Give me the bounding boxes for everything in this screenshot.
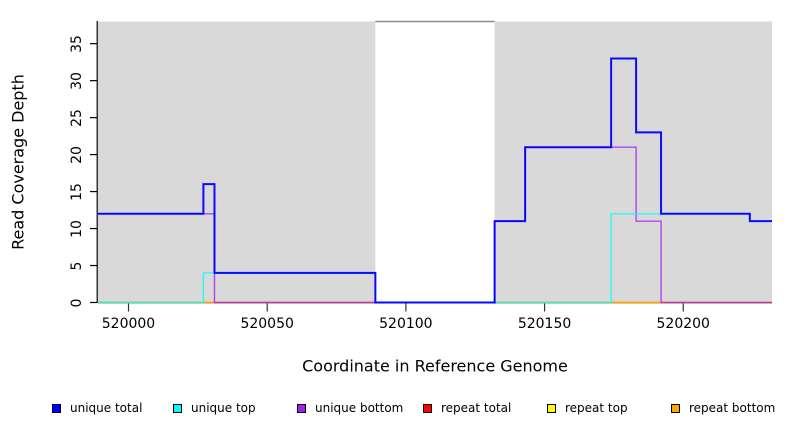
legend-item-unique-top: unique top — [173, 400, 256, 416]
y-tick-label: 0 — [69, 298, 85, 307]
legend-item-repeat-top: repeat top — [547, 400, 628, 416]
legend-label: repeat top — [565, 401, 628, 415]
legend-swatch-repeat-total-icon — [423, 403, 432, 413]
y-axis-title: Read Coverage Depth — [8, 74, 28, 250]
legend-swatch-repeat-top-icon — [547, 403, 556, 413]
legend-label: unique total — [70, 401, 143, 415]
legend-item-repeat-total: repeat total — [423, 400, 511, 416]
x-tick-label: 520100 — [379, 316, 433, 332]
legend-swatch-unique-total-icon — [52, 403, 61, 413]
y-tick-label: 10 — [69, 219, 85, 238]
x-tick-label: 520200 — [656, 316, 710, 332]
legend-swatch-unique-bottom-icon — [297, 403, 306, 413]
legend-swatch-repeat-bottom-icon — [671, 403, 680, 413]
legend-swatch-unique-top-icon — [173, 403, 182, 413]
legend-label: unique top — [191, 401, 256, 415]
y-tick-label: 5 — [69, 261, 85, 270]
x-tick-label: 520000 — [101, 316, 156, 332]
x-tick-label: 520150 — [517, 316, 572, 332]
legend-item-unique-total: unique total — [52, 400, 142, 416]
y-tick-label: 15 — [69, 182, 85, 201]
legend-label: unique bottom — [315, 401, 404, 415]
y-tick-label: 20 — [69, 145, 85, 164]
legend-item-unique-bottom: unique bottom — [297, 400, 403, 416]
x-tick-label: 520050 — [240, 316, 294, 332]
y-tick-label: 30 — [69, 71, 85, 90]
series-unique-total-line — [98, 57, 772, 304]
legend: unique total unique top unique bottom re… — [0, 400, 792, 420]
legend-item-repeat-bottom: repeat bottom — [671, 400, 775, 416]
legend-label: repeat total — [441, 401, 512, 415]
legend-label: repeat bottom — [689, 401, 776, 415]
x-axis-title: Coordinate in Reference Genome — [302, 356, 568, 376]
y-tick-label: 35 — [69, 34, 85, 53]
shaded-region — [494, 21, 772, 304]
shaded-region — [98, 21, 376, 304]
y-tick-label: 25 — [69, 108, 85, 127]
